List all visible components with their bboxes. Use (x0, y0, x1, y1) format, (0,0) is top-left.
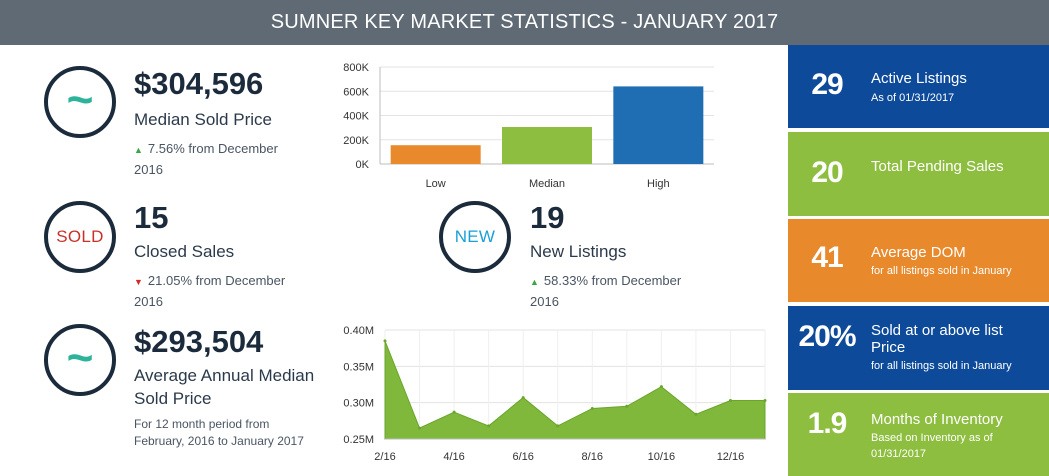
data-point (556, 424, 560, 428)
arrow-down-icon: ▼ (134, 277, 143, 287)
annual-median-label-line1: Average Annual Median (134, 366, 315, 385)
data-point (728, 398, 732, 402)
new-listings-change-line2: 2016 (530, 294, 559, 309)
tile-title: Average DOM (871, 244, 966, 261)
tile-subtitle: for all listings sold in January (871, 265, 1012, 277)
closed-sales-change-line1: 21.05% from December (147, 273, 286, 288)
data-point (418, 426, 422, 430)
tile-value: 1.9 (807, 407, 848, 440)
tile-value: 41 (811, 241, 843, 274)
new-listings-value: 19 (530, 200, 565, 235)
tilde-icon: ~ (66, 331, 94, 383)
arrow-up-icon: ▲ (134, 145, 143, 155)
closed-sales-change: ▼ 21.05% from December 2016 (134, 271, 285, 312)
x-tick-label: 4/16 (443, 451, 464, 463)
new-listings-label: New Listings (530, 242, 627, 261)
trend-icon-circle: ~ (44, 324, 116, 396)
closed-sales-value: 15 (134, 200, 169, 235)
annual-median-note-line2: February, 2016 to January 2017 (134, 434, 304, 448)
tile-subtitle: Based on Inventory as of 01/31/2017 (871, 432, 993, 460)
sold-icon-circle: SOLD (44, 201, 116, 273)
closed-sales-change-line2: 2016 (134, 294, 163, 309)
data-point (659, 385, 663, 389)
median-price-change: ▲ 7.56% from December 2016 (134, 139, 278, 180)
annual-median-label-line2: Sold Price (134, 389, 212, 408)
y-tick-label: 400K (343, 111, 369, 123)
data-point (452, 410, 456, 414)
price-range-bar-chart: 800K 600K 400K 200K 0K Low Median High (343, 62, 714, 190)
y-tick-label: 600K (343, 86, 369, 98)
tile-title: Months of Inventory (871, 411, 1003, 428)
sold-icon-text: SOLD (56, 227, 104, 246)
new-listings-change: ▲ 58.33% from December 2016 (530, 271, 681, 312)
x-tick-label: 12/16 (717, 451, 745, 463)
tile-subtitle: for all listings sold in January (871, 360, 1012, 372)
new-icon-text: NEW (454, 227, 496, 246)
x-tick-label: 8/16 (582, 451, 603, 463)
data-point (763, 398, 767, 402)
y-tick-label: 0K (356, 159, 370, 171)
arrow-up-icon: ▲ (530, 277, 539, 287)
x-tick-label: Median (529, 178, 565, 190)
y-tick-label: 0.35M (343, 361, 374, 373)
tile-months-inventory: 1.9 Months of Inventory Based on Invento… (788, 393, 1049, 476)
data-point (694, 412, 698, 416)
median-price-value: $304,596 (134, 66, 264, 101)
median-price-change-line2: 2016 (134, 162, 163, 177)
tile-value: 20% (798, 320, 856, 353)
tile-value: 29 (811, 68, 843, 101)
x-tick-label: 6/16 (512, 451, 533, 463)
tile-sold-above-list: 20% Sold at or above list Price for all … (788, 306, 1049, 390)
data-point (625, 404, 629, 408)
annual-median-note: For 12 month period from February, 2016 … (134, 416, 304, 450)
x-tick-label: 10/16 (648, 451, 676, 463)
bar (502, 127, 592, 164)
x-tick-label: High (647, 178, 670, 190)
area-series (384, 340, 766, 440)
bar (613, 86, 704, 164)
y-tick-label: 800K (343, 62, 369, 74)
median-price-label: Median Sold Price (134, 110, 272, 129)
new-listings-change-line1: 58.33% from December (543, 273, 682, 288)
data-point (521, 396, 525, 400)
y-tick-label: 0.40M (343, 325, 374, 337)
data-point (383, 339, 387, 343)
annual-median-label: Average Annual Median Sold Price (134, 364, 314, 410)
page-title: SUMNER KEY MARKET STATISTICS - JANUARY 2… (0, 0, 1049, 45)
tile-pending-sales: 20 Total Pending Sales (788, 132, 1049, 216)
annual-median-value: $293,504 (134, 324, 264, 359)
data-point (590, 406, 594, 410)
x-tick-label: 2/16 (374, 451, 395, 463)
closed-sales-label: Closed Sales (134, 242, 235, 261)
tile-value: 20 (811, 156, 843, 189)
data-point (487, 424, 491, 428)
new-icon-circle: NEW (439, 201, 511, 273)
tile-average-dom: 41 Average DOM for all listings sold in … (788, 219, 1049, 302)
median-price-change-line1: 7.56% from December (147, 141, 278, 156)
tile-title: Total Pending Sales (871, 158, 1004, 175)
y-tick-label: 0.30M (343, 398, 374, 410)
x-tick-label: Low (426, 178, 446, 190)
trend-icon-circle: ~ (44, 66, 116, 138)
y-tick-label: 200K (343, 135, 369, 147)
tilde-icon: ~ (66, 73, 94, 125)
tile-active-listings: 29 Active Listings As of 01/31/2017 (788, 45, 1049, 128)
bar (390, 145, 481, 164)
tile-title: Active Listings (871, 70, 967, 87)
annual-median-note-line1: For 12 month period from (134, 417, 270, 431)
tile-title: Sold at or above list Price (871, 322, 1003, 356)
tile-subtitle: As of 01/31/2017 (871, 92, 955, 104)
y-tick-label: 0.25M (343, 434, 374, 446)
